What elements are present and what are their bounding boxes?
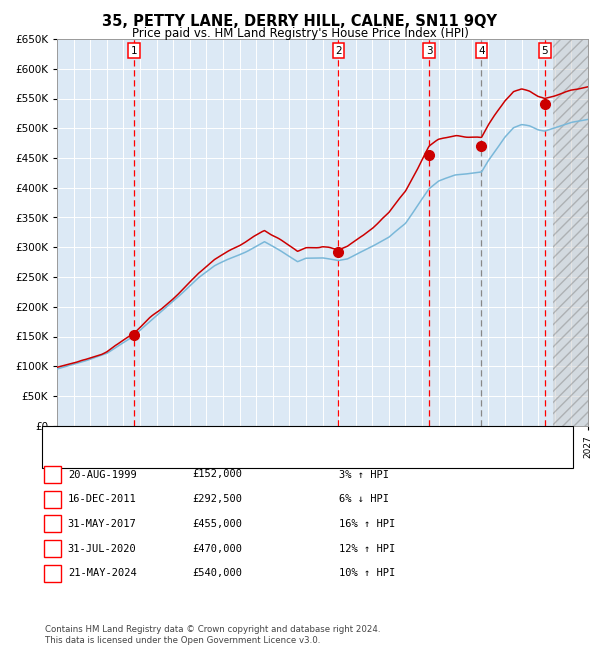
Text: 2: 2 (335, 46, 342, 56)
Text: 12% ↑ HPI: 12% ↑ HPI (339, 543, 395, 554)
Text: £455,000: £455,000 (192, 519, 242, 529)
Text: 35, PETTY LANE, DERRY HILL, CALNE, SN11 9QY: 35, PETTY LANE, DERRY HILL, CALNE, SN11 … (103, 14, 497, 29)
Text: 1: 1 (131, 46, 137, 56)
Text: 1: 1 (49, 469, 56, 480)
Text: 6% ↓ HPI: 6% ↓ HPI (339, 494, 389, 504)
Bar (553, 39, 588, 426)
Text: 21-MAY-2024: 21-MAY-2024 (68, 568, 137, 578)
Text: 3: 3 (426, 46, 433, 56)
Text: 3% ↑ HPI: 3% ↑ HPI (339, 469, 389, 480)
Text: £540,000: £540,000 (192, 568, 242, 578)
Text: £470,000: £470,000 (192, 543, 242, 554)
Text: £152,000: £152,000 (192, 469, 242, 480)
Text: 3: 3 (49, 519, 56, 529)
Text: 16-DEC-2011: 16-DEC-2011 (68, 494, 137, 504)
Text: £292,500: £292,500 (192, 494, 242, 504)
Text: 16% ↑ HPI: 16% ↑ HPI (339, 519, 395, 529)
Text: 20-AUG-1999: 20-AUG-1999 (68, 469, 137, 480)
Text: 31-MAY-2017: 31-MAY-2017 (68, 519, 137, 529)
Text: 31-JUL-2020: 31-JUL-2020 (68, 543, 137, 554)
Text: 5: 5 (49, 568, 56, 578)
Text: Contains HM Land Registry data © Crown copyright and database right 2024.
This d: Contains HM Land Registry data © Crown c… (45, 625, 380, 645)
Text: Price paid vs. HM Land Registry's House Price Index (HPI): Price paid vs. HM Land Registry's House … (131, 27, 469, 40)
Text: 2: 2 (49, 494, 56, 504)
Text: 4: 4 (478, 46, 485, 56)
Text: 4: 4 (49, 543, 56, 554)
Text: 5: 5 (541, 46, 548, 56)
Text: HPI: Average price, detached house, Wiltshire: HPI: Average price, detached house, Wilt… (82, 450, 306, 460)
Text: 35, PETTY LANE, DERRY HILL, CALNE, SN11 9QY (detached house): 35, PETTY LANE, DERRY HILL, CALNE, SN11 … (82, 434, 406, 444)
Text: 10% ↑ HPI: 10% ↑ HPI (339, 568, 395, 578)
